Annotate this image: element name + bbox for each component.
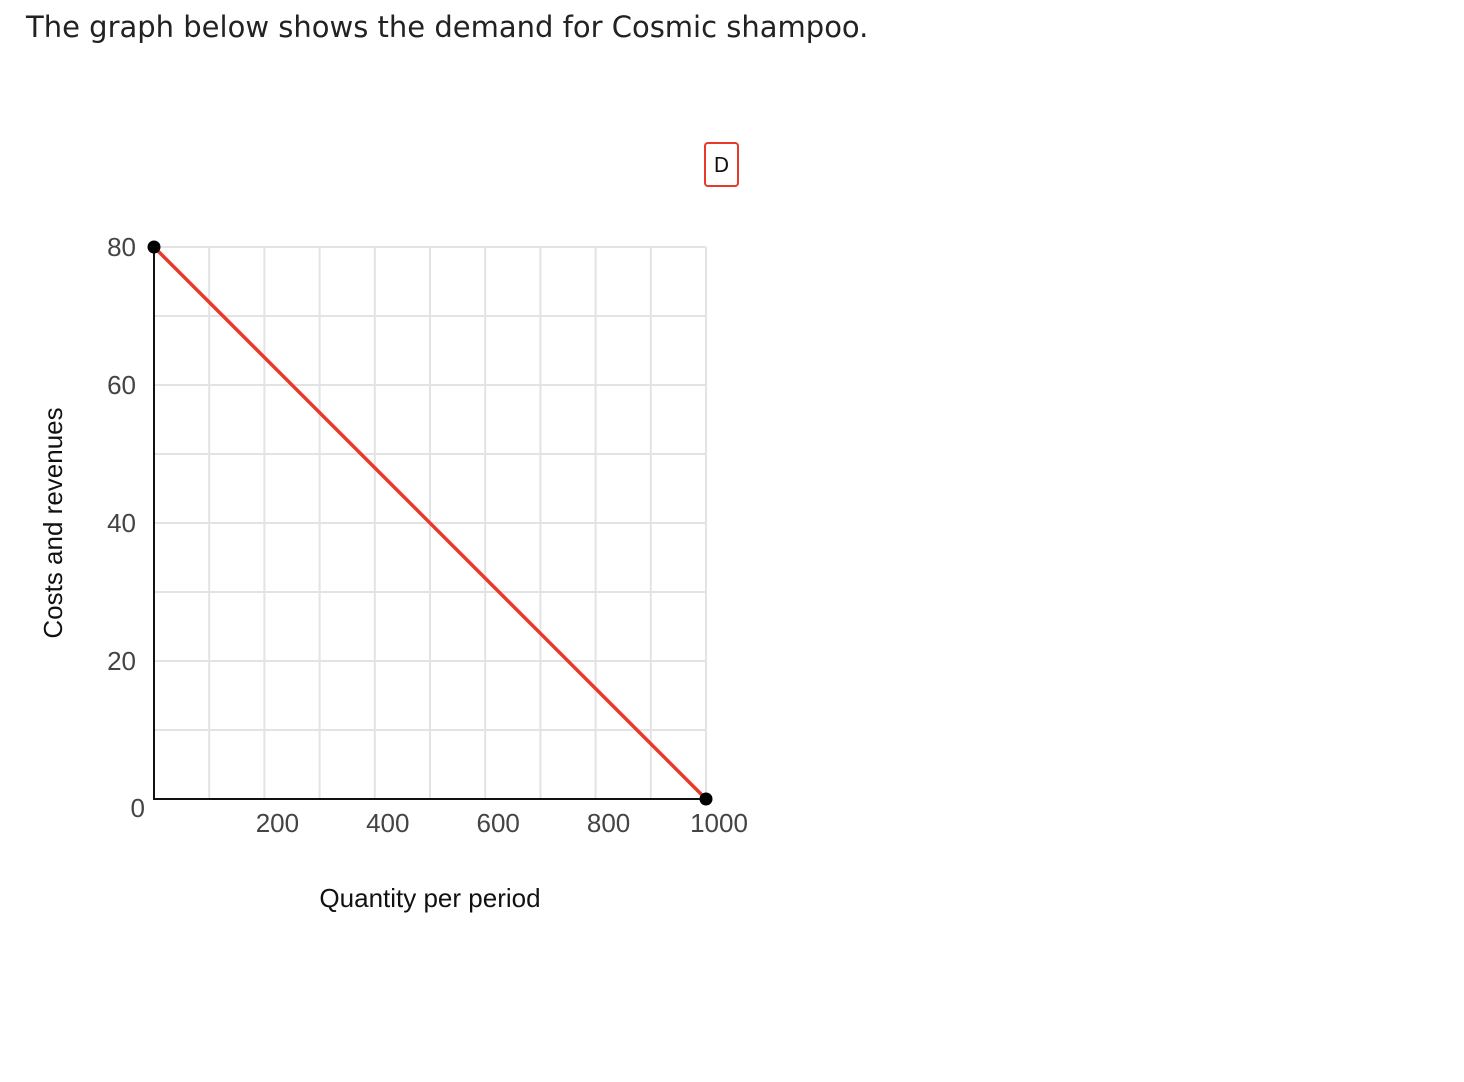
y-tick-label: 60 [107,370,136,400]
curve-label-d[interactable]: D [704,142,739,187]
chart-series [147,240,713,806]
x-axis-title: Quantity per period [319,883,540,913]
curve-label-text: D [714,153,729,177]
demand-curve-line [152,245,708,801]
curve-endpoint-handle[interactable] [699,792,713,806]
x-tick-label: 800 [587,808,630,838]
curve-endpoint-handle[interactable] [147,240,161,254]
x-tick-label: 1000 [690,808,748,838]
y-axis-title: Costs and revenues [38,407,68,638]
x-tick-label: 600 [477,808,520,838]
y-tick-label: 20 [107,646,136,676]
y-tick-label: 0 [131,793,145,823]
y-tick-label: 40 [107,508,136,538]
chart-tick-labels: 200 400 600 800 1000 0 20 40 60 80 [107,232,748,838]
x-tick-label: 200 [256,808,299,838]
chart-axes [153,247,706,800]
y-tick-label: 80 [107,232,136,262]
curve-label-box [704,142,739,187]
x-tick-label: 400 [366,808,409,838]
question-prompt: The graph below shows the demand for Cos… [26,10,869,44]
